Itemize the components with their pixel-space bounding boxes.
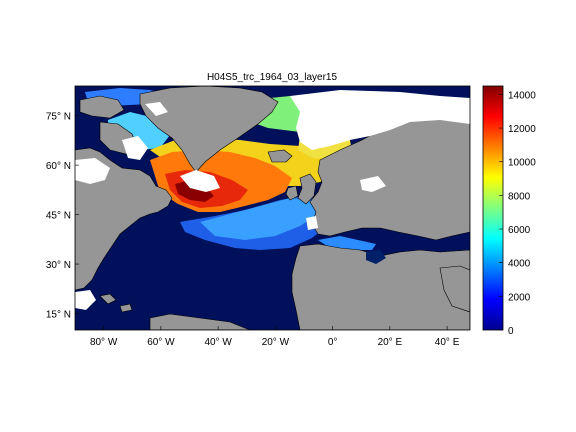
lon-tick-label: 20° E [378,337,403,348]
nodata-scattered-nw [145,102,168,116]
colorbar-gradient [482,85,504,331]
lon-tick-label: 60° W [147,337,175,348]
land-arabia [439,265,470,313]
lon-tick-label: 20° W [262,337,290,348]
field-cyan-band [200,198,318,240]
map-title: H04S5_trc_1964_03_layer15 [207,72,338,83]
nodata-regions [75,90,470,310]
land-arctic-islands [79,95,125,119]
lat-tick-label: 45° N [46,211,71,222]
nodata-baltic [360,176,386,192]
nodata-gulf-coast [75,290,96,310]
colorbar-tick-label: 12000 [508,124,536,135]
colorbar-tick-label: 6000 [508,225,531,236]
land-greenland [139,86,279,173]
land-british-isles [297,173,317,205]
lon-tick-label: 80° W [90,337,118,348]
land-ireland [285,185,299,201]
longitude-ticks: 80° W 60° W 40° W 20° W 0° 20° E 40° E [90,326,460,348]
nodata-labrador [180,170,220,192]
colorbar-tick-label: 14000 [508,90,536,101]
med-dark-patch [366,250,386,264]
nodata-arctic [290,90,470,150]
map-plot-area [75,86,470,330]
nodata-hudson [75,158,110,184]
lon-tick-label: 0° [328,337,338,348]
colorbar-ticks: 0 2000 4000 6000 8000 10000 12000 14000 [499,90,536,337]
land-iceland [267,149,293,163]
nodata-iberia-edge [306,216,318,230]
land-south-america-tip [149,313,251,330]
lat-tick-label: 30° N [46,260,71,271]
lat-tick-label: 60° N [46,161,71,172]
colorbar-tick-label: 4000 [508,259,531,270]
latitude-ticks: 75° N 60° N 45° N 30° N 15° N [46,112,79,321]
land-caribbean [99,293,133,313]
map-axes-frame [74,85,471,331]
colorbar-tick-label: 10000 [508,158,536,169]
colorbar-tick-label: 8000 [508,191,531,202]
nodata-baffin-bay [122,136,148,160]
lat-tick-label: 75° N [46,112,71,123]
land [75,86,470,330]
colorbar-tick-label: 2000 [508,292,531,303]
lon-tick-label: 40° E [435,337,460,348]
land-africa [291,243,470,330]
field-darkred-core [175,180,214,202]
lon-tick-label: 40° W [204,337,232,348]
colorbar-tick-label: 0 [508,326,514,337]
land-north-america [75,147,173,291]
lat-tick-label: 15° N [46,310,71,321]
